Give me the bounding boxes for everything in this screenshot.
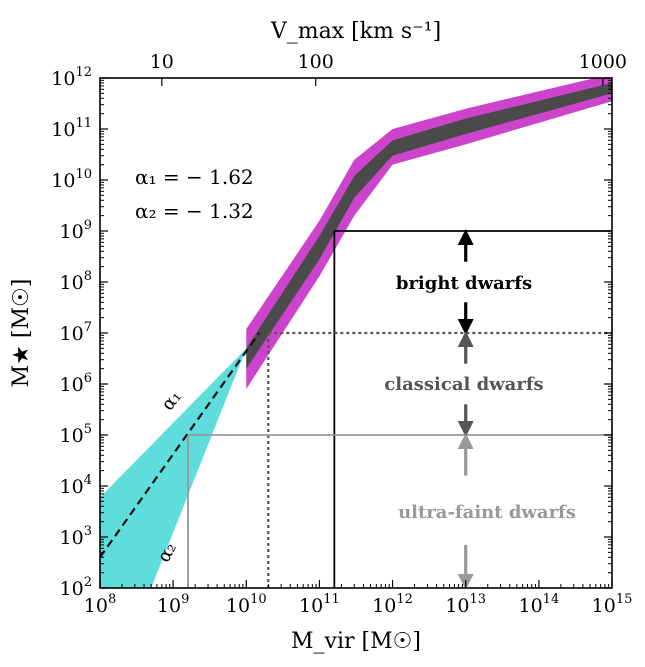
alpha2-value-label: α₂ = − 1.32 [135, 199, 254, 223]
y-tick-label: 106 [60, 371, 92, 396]
y-tick-label: 104 [60, 473, 92, 498]
x-tick-label: 109 [157, 592, 189, 617]
plot-area [100, 78, 612, 588]
x-tick-label: 1014 [518, 592, 559, 617]
classical-dwarfs-label: classical dwarfs [384, 374, 543, 395]
x-tick-label: 1011 [299, 592, 340, 617]
y-tick-label: 108 [60, 269, 92, 294]
ultra-faint-dwarfs-label: ultra-faint dwarfs [398, 502, 576, 523]
x-tick-label: 1012 [372, 592, 413, 617]
top-tick-label: 100 [298, 51, 334, 73]
x-tick-label: 1010 [226, 592, 267, 617]
top-axis-title: V_max [km s⁻¹] [270, 19, 441, 44]
x-tick-label: 1013 [445, 592, 486, 617]
x-tick-label: 108 [84, 592, 116, 617]
x-axis-title: M_vir [M☉] [291, 629, 421, 654]
x-tick-label: 1015 [592, 592, 633, 617]
y-tick-label: 1011 [51, 116, 92, 141]
y-tick-label: 107 [60, 320, 92, 345]
y-axis-title: M★ [M☉] [9, 279, 34, 388]
y-tick-label: 1010 [51, 167, 92, 192]
top-tick-label: 1000 [579, 51, 627, 73]
y-tick-label: 1012 [51, 65, 92, 90]
extrapolation-wedge [100, 348, 247, 588]
top-tick-label: 10 [150, 51, 174, 73]
alpha1-value-label: α₁ = − 1.62 [135, 165, 254, 189]
y-tick-label: 109 [60, 218, 92, 243]
y-tick-label: 105 [60, 422, 92, 447]
bright-dwarfs-label: bright dwarfs [396, 273, 532, 294]
shmr-band-median [246, 82, 612, 369]
axis-ticks [99, 77, 613, 589]
y-tick-label: 102 [60, 575, 92, 600]
tick-labels: 108 109 1010 1011 1012 1013 1014 1015 102 103 104 1… [51, 51, 632, 617]
alpha1-slope-label: α₁ [157, 387, 185, 415]
alpha1-dashed-line [100, 332, 261, 558]
y-tick-label: 103 [60, 524, 92, 549]
